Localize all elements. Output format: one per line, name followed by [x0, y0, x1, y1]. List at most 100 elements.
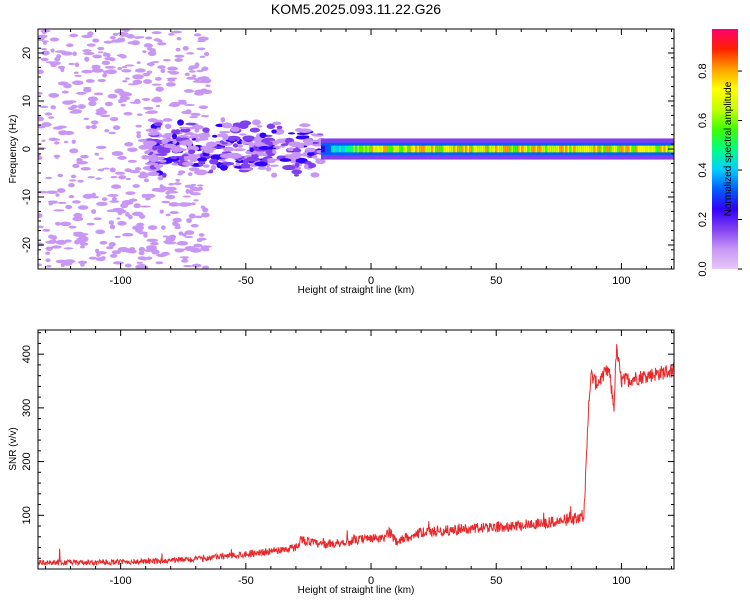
spectrogram-blob: [157, 65, 166, 69]
spectrogram-blob: [248, 142, 255, 148]
spectrogram-carrier-cell: [557, 145, 560, 153]
x-tick-label: 50: [490, 275, 502, 287]
spectrogram-carrier-cell: [665, 145, 668, 153]
spectrogram-blob: [230, 126, 240, 132]
spectrogram-blob: [95, 177, 102, 180]
x-tick-label: -100: [110, 275, 132, 287]
spectrogram-carrier-cell: [597, 145, 600, 153]
spectrogram-carrier-cell: [348, 145, 352, 153]
spectrogram-blob: [159, 184, 164, 190]
spectrogram-blob: [142, 50, 147, 54]
spectrogram-blob: [87, 96, 99, 102]
spectrogram-blob: [124, 263, 132, 268]
spectrogram-blob: [191, 263, 202, 268]
spectrogram-blob: [117, 67, 123, 70]
spectrogram-blob: [132, 211, 144, 217]
spectrogram-blob: [218, 158, 226, 161]
spectrogram-carrier-cell: [481, 145, 484, 153]
spectrogram-blob: [190, 224, 199, 228]
colorbar-bar: [712, 29, 738, 269]
spectrogram-blob: [198, 105, 209, 110]
spectrogram-carrier-cell: [387, 145, 390, 153]
spectrogram-blob: [193, 135, 199, 139]
spectrogram-blob: [180, 127, 191, 133]
spectrogram-blob: [215, 141, 221, 144]
spectrogram-carrier-cell: [435, 145, 438, 153]
spectrogram-blob: [41, 50, 50, 56]
spectrogram-blob: [99, 240, 108, 245]
spectrogram-blob: [315, 158, 326, 165]
spectrogram-blob: [212, 134, 218, 138]
spectrogram-blob: [193, 243, 203, 248]
spectrogram-carrier-cell: [344, 145, 348, 153]
spectrogram-blob: [54, 56, 61, 62]
spectrogram-blob: [122, 80, 128, 83]
spectrogram-blob: [155, 261, 164, 265]
spectrogram-blob: [259, 132, 267, 139]
spectrogram-blob: [184, 230, 195, 235]
spectrogram-blob: [152, 119, 164, 124]
spectrogram-blob: [189, 192, 202, 196]
spectrogram-carrier-cell: [367, 145, 370, 153]
spectrogram-blob: [163, 143, 177, 149]
spectrogram-carrier-cell: [322, 145, 326, 153]
spectrogram-blob: [144, 111, 155, 114]
spectrogram-blob: [135, 81, 142, 84]
spectrogram-blob: [85, 79, 95, 83]
spectrogram-blob: [114, 171, 126, 175]
spectrogram-carrier-cell: [517, 145, 520, 153]
spectrogram-blob: [203, 51, 210, 57]
spectrogram-carrier-cell: [629, 145, 632, 153]
spectrogram-blob: [38, 91, 43, 95]
spectrogram-blob: [68, 225, 77, 229]
spectrogram-y-ticks: -20 -10 0 10 20: [21, 28, 674, 270]
spectrogram-carrier-cell: [483, 145, 486, 153]
spectrogram-carrier-cell: [389, 145, 392, 153]
spectrogram-carrier-cell: [375, 145, 378, 153]
spectrogram-blob: [203, 148, 214, 154]
spectrogram-blob: [175, 223, 180, 228]
spectrogram-blob: [55, 259, 68, 264]
spectrogram-blob: [126, 33, 135, 39]
spectrogram-blob: [151, 145, 159, 151]
colorbar-label: Normalized spectral amplitude: [723, 81, 734, 216]
spectrogram-carrier-cell: [637, 145, 640, 153]
spectrogram-blob: [191, 202, 196, 206]
spectrogram-blob: [184, 72, 190, 77]
spectrogram-blob: [145, 197, 151, 201]
spectrogram-blob: [175, 178, 180, 182]
spectrogram-carrier-cell: [469, 145, 472, 153]
spectrogram-blob: [92, 38, 100, 43]
spectrogram-blob: [189, 186, 198, 190]
spectrogram-blob: [117, 247, 130, 253]
spectrogram-blob: [207, 171, 214, 174]
spectrogram-blob: [136, 131, 141, 134]
spectrogram-blob: [55, 193, 60, 197]
spectrogram-blob: [163, 240, 173, 244]
spectrogram-carrier-cell: [553, 145, 556, 153]
spectrogram-blob: [73, 212, 83, 218]
spectrogram-blob: [295, 157, 308, 164]
spectrogram-carrier-cell: [397, 145, 400, 153]
spectrogram-carrier-cell: [521, 145, 524, 153]
spectrogram-carrier-cell: [326, 145, 330, 153]
spectrogram-carrier-cell: [527, 145, 530, 153]
spectrogram-carrier-cell: [350, 145, 354, 153]
spectrogram-blob: [143, 193, 156, 198]
spectrogram-blob: [91, 68, 104, 73]
spectrogram-blob: [167, 190, 175, 194]
spectrogram-carrier-cell: [539, 145, 542, 153]
spectrogram-carrier-cell: [657, 145, 660, 153]
y-tick-label: -10: [21, 189, 33, 205]
spectrogram-blob: [238, 122, 249, 130]
spectrogram-blob: [311, 155, 318, 159]
spectrogram-blob: [102, 52, 108, 57]
spectrogram-blob: [146, 62, 155, 67]
spectrogram-blob: [97, 46, 105, 51]
spectrogram-blob: [187, 172, 193, 177]
spectrogram-blob: [112, 261, 124, 265]
spectrogram-blob: [196, 238, 203, 243]
spectrogram-blob: [130, 40, 140, 46]
spectrogram-carrier-cell: [417, 145, 420, 153]
spectrogram-blob: [136, 61, 141, 65]
